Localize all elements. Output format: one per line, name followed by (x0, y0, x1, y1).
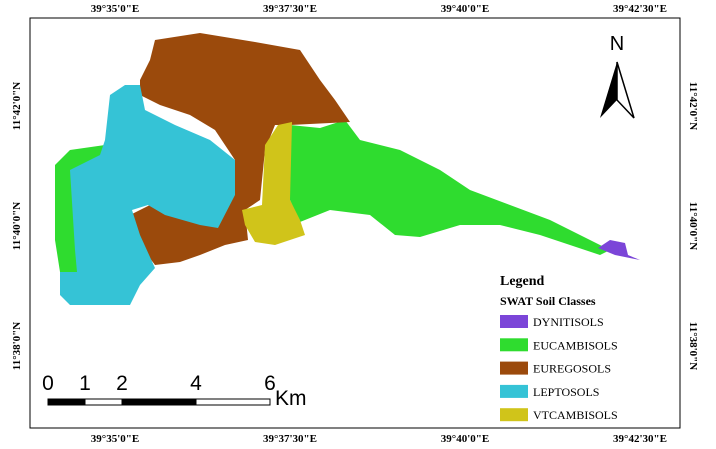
bottom-coord-label: 39°37'30"E (263, 433, 317, 445)
scale-label: 0 (42, 372, 54, 395)
north-label: N (610, 33, 624, 55)
leptosols (60, 85, 235, 305)
top-coord-label: 39°37'30"E (263, 3, 317, 15)
arrow-left (600, 62, 617, 118)
eucambisols-east (290, 120, 610, 255)
left-coord-label: 11°40'0"N (11, 202, 23, 250)
legend-swatch (500, 384, 528, 398)
top-coord-label: 39°40'0"E (441, 3, 489, 15)
left-coord-label: 11°42'0"N (11, 82, 23, 130)
scale-label: 6 (264, 372, 276, 395)
left-coord-label: 11°38'0"N (11, 322, 23, 370)
vtcambisols (242, 122, 305, 245)
legend-swatch (500, 408, 528, 422)
legend-label: DYNITISOLS (533, 315, 604, 329)
top-coord-label: 39°35'0"E (91, 3, 139, 15)
euregosols (130, 33, 350, 265)
legend-swatch (500, 315, 528, 328)
scale-unit: Km (275, 387, 307, 410)
legend-subtitle: SWAT Soil Classes (500, 294, 596, 308)
right-coord-label: 11°42'0"N (687, 82, 699, 130)
scale-segment (84, 398, 123, 406)
scale-segment (195, 398, 271, 406)
bottom-coord-label: 39°40'0"E (441, 433, 489, 445)
scale-segment (47, 398, 86, 406)
legend-label: LEPTOSOLS (533, 385, 599, 399)
legend-label: EUCAMBISOLS (533, 338, 618, 352)
bottom-coord-label: 39°35'0"E (91, 433, 139, 445)
scale-bar: 0 1 2 4 6Km (42, 372, 306, 410)
legend-title: Legend (500, 274, 545, 289)
legend-label: EUREGOSOLS (533, 362, 611, 376)
legend: Legend SWAT Soil Classes DYNITISOLS EUCAM… (500, 274, 618, 422)
legend-swatch (500, 361, 528, 375)
soil-map (55, 33, 640, 305)
scale-label: 2 (116, 372, 128, 395)
legend-swatch (500, 338, 528, 352)
scale-label: 1 (79, 372, 91, 395)
dynitisols (598, 240, 640, 260)
legend-label: VTCAMBISOLS (533, 408, 618, 422)
arrow-right (616, 61, 635, 119)
right-coord-label: 11°38'0"N (687, 322, 699, 370)
bottom-coord-label: 39°42'30"E (613, 433, 667, 445)
scale-segment (121, 398, 197, 406)
top-coord-label: 39°42'30"E (613, 3, 667, 15)
right-coord-label: 11°40'0"N (687, 202, 699, 250)
north-arrow: N (600, 33, 635, 119)
scale-label: 4 (190, 372, 202, 395)
